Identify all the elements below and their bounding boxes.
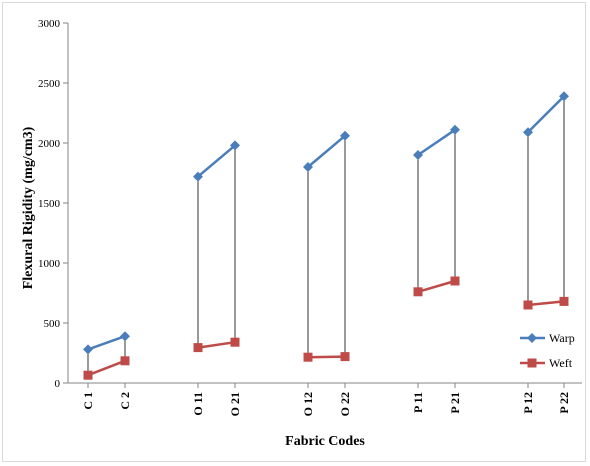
data-point [120, 331, 130, 342]
x-tick-label: C 1 [81, 392, 95, 410]
series-line-segment [197, 340, 236, 349]
series-layer [83, 91, 569, 380]
series-line-segment [527, 95, 565, 134]
x-tick-label: P 12 [521, 392, 535, 414]
data-point [523, 127, 533, 138]
legend-item: Weft [520, 356, 573, 370]
data-point [120, 356, 130, 366]
series-line-segment [307, 355, 346, 359]
y-axis-title: Flexural Rigidity (mg/cm3) [21, 126, 36, 289]
series-warp [83, 91, 569, 355]
y-tick-label: 1500 [38, 198, 61, 210]
data-point [230, 337, 240, 347]
x-tick-label: O 11 [191, 392, 205, 416]
series-weft [83, 276, 569, 380]
legend: Warp Weft [520, 331, 575, 370]
data-point [303, 352, 313, 362]
data-point [559, 91, 569, 102]
y-axis: 0 500 1000 1500 2000 2500 3000 [38, 18, 69, 390]
data-point [340, 130, 350, 141]
data-point [413, 287, 423, 297]
x-tick-label: P 11 [411, 392, 425, 413]
y-tick-label: 2000 [38, 138, 61, 150]
legend-label: Warp [549, 331, 575, 345]
legend-item: Warp [520, 331, 575, 345]
data-point [193, 171, 203, 182]
data-point [193, 343, 203, 353]
y-tick-label: 2500 [38, 78, 61, 90]
x-tick-label: O 21 [228, 392, 242, 416]
x-tick-label: O 22 [338, 392, 352, 416]
data-point [523, 300, 533, 310]
series-line-segment [197, 144, 236, 178]
data-point [450, 124, 460, 135]
legend-marker [527, 358, 537, 368]
x-axis-title: Fabric Codes [285, 434, 365, 449]
chart-frame [2, 2, 586, 462]
data-point [303, 162, 313, 172]
y-tick-label: 1000 [38, 258, 61, 270]
series-line-segment [307, 134, 346, 168]
data-point [340, 352, 350, 362]
x-tick-label: P 21 [448, 392, 462, 414]
series-line-segment [417, 279, 456, 293]
data-point [413, 150, 423, 160]
series-line-segment [87, 359, 126, 377]
data-point [230, 140, 240, 151]
y-tick-label: 3000 [38, 18, 61, 30]
series-line-segment [87, 335, 126, 351]
y-tick-label: 0 [55, 378, 61, 390]
series-line-segment [527, 300, 565, 307]
y-tick-label: 500 [44, 318, 61, 330]
data-point [83, 344, 93, 355]
data-point [83, 370, 93, 380]
data-point [450, 276, 460, 286]
x-tick-label: P 22 [557, 392, 571, 414]
x-tick-label: C 2 [118, 392, 132, 410]
drop-lines [87, 96, 565, 376]
legend-marker [527, 333, 537, 343]
data-point [559, 296, 569, 306]
legend-label: Weft [549, 356, 573, 370]
series-line-segment [417, 128, 456, 157]
x-axis: C 1 C 2 O 11 O 21 O 12 O 22 P 11 P 21 P 12 P 22 [68, 382, 582, 416]
x-tick-label: O 12 [301, 392, 315, 416]
